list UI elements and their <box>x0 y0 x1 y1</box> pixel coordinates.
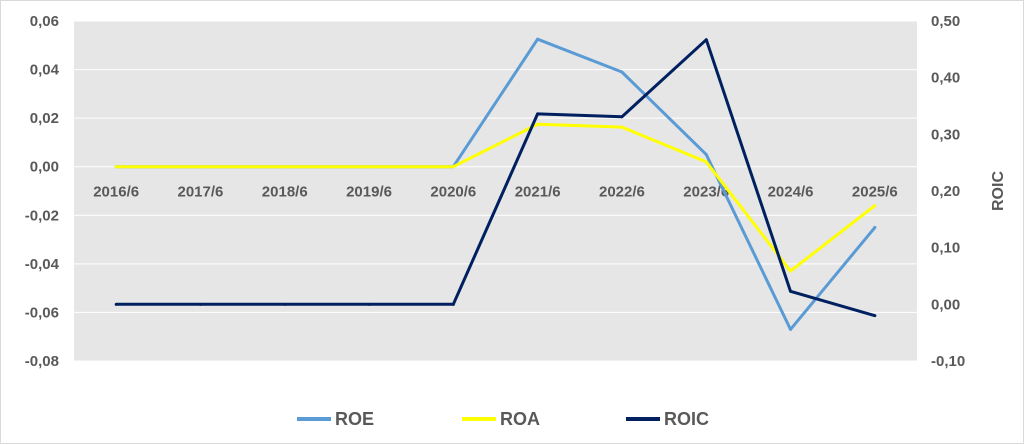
data-point-roa <box>536 122 540 126</box>
category-tick-label: 2024/6 <box>768 184 814 201</box>
right-axis-ticks: 0,50 0,40 0,30 0,20 0,10 0,00 -0,10 <box>931 13 965 370</box>
series-lines <box>114 37 877 331</box>
data-point-roa <box>789 269 793 273</box>
right-tick-label: -0,10 <box>931 353 965 370</box>
data-point-roe <box>873 225 877 229</box>
data-point-roa <box>451 165 455 169</box>
legend: ROE ROA ROIC <box>297 409 709 429</box>
data-point-roa <box>873 204 877 208</box>
data-point-roa <box>704 160 708 164</box>
category-tick-label: 2022/6 <box>599 184 645 201</box>
left-tick-label: -0,08 <box>25 353 59 370</box>
data-point-roa <box>114 165 118 169</box>
right-tick-label: 0,20 <box>931 183 960 200</box>
data-point-roa <box>198 165 202 169</box>
category-tick-label: 2016/6 <box>93 184 139 201</box>
right-tick-label: 0,30 <box>931 126 960 143</box>
left-tick-label: 0,00 <box>30 159 59 176</box>
left-tick-label: -0,04 <box>25 256 60 273</box>
category-tick-label: 2023/6 <box>683 184 729 201</box>
data-point-roic <box>451 302 455 306</box>
category-tick-label: 2017/6 <box>178 184 224 201</box>
right-tick-label: 0,50 <box>931 13 960 30</box>
data-point-roic <box>114 302 118 306</box>
data-point-roic <box>873 314 877 318</box>
category-tick-label: 2021/6 <box>515 184 561 201</box>
data-point-roe <box>620 70 624 74</box>
data-point-roic <box>367 302 371 306</box>
legend-label-roic: ROIC <box>664 409 709 429</box>
left-tick-label: 0,04 <box>30 62 60 79</box>
data-point-roe <box>704 153 708 157</box>
data-point-roa <box>367 165 371 169</box>
right-tick-label: 0,10 <box>931 240 960 257</box>
category-tick-label: 2018/6 <box>262 184 308 201</box>
category-axis-ticks: 2016/6 2017/6 2018/6 2019/6 2020/6 2021/6 2022… <box>93 184 898 201</box>
right-tick-label: 0,40 <box>931 70 960 87</box>
right-tick-label: 0,00 <box>931 296 960 313</box>
right-axis-title: ROIC <box>990 171 1007 211</box>
data-point-roa <box>283 165 287 169</box>
left-tick-label: -0,02 <box>25 207 59 224</box>
data-point-roe <box>536 37 540 41</box>
legend-label-roe: ROE <box>335 409 374 429</box>
data-point-roic <box>536 112 540 116</box>
left-axis-ticks: 0,06 0,04 0,02 0,00 -0,02 -0,04 -0,06 -0,08 <box>25 13 60 370</box>
category-tick-label: 2025/6 <box>852 184 898 201</box>
category-tick-label: 2020/6 <box>430 184 476 201</box>
data-point-roic <box>283 302 287 306</box>
data-point-roa <box>620 125 624 129</box>
data-point-roic <box>789 289 793 293</box>
data-point-roic <box>620 115 624 119</box>
series-line-roic <box>116 38 876 318</box>
left-tick-label: 0,02 <box>30 110 59 127</box>
data-point-roic <box>198 302 202 306</box>
data-point-roic <box>704 38 708 42</box>
legend-label-roa: ROA <box>500 409 540 429</box>
left-tick-label: -0,06 <box>25 304 59 321</box>
series-line-roa <box>116 122 876 273</box>
category-tick-label: 2019/6 <box>346 184 392 201</box>
left-tick-label: 0,06 <box>30 13 59 30</box>
data-point-roe <box>789 327 793 331</box>
